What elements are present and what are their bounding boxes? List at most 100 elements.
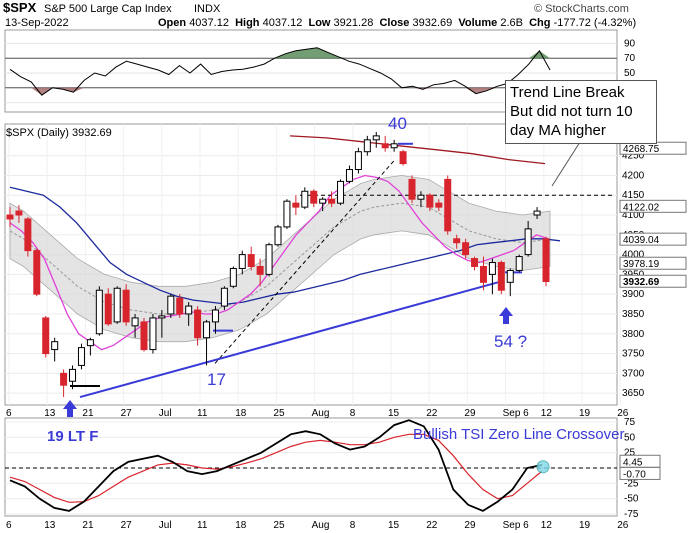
candle-body [104,293,112,325]
tsi-x-tick-label: Sep 6 [503,520,530,531]
price-marker-label: 3978.19 [623,259,660,270]
date-label: 13-Sep-2022 [5,17,69,29]
tsi-tick-label: -50 [624,494,639,505]
price-tick-label: 3650 [622,388,645,399]
candle-body [515,256,523,271]
tsi-marker-box [619,466,661,480]
tsi-tick-label: 25 [624,448,636,459]
trend-break-callout: Trend Line Break But did not turn 10 day… [505,80,657,144]
ma-10-line [9,174,549,351]
price-marker-box [619,274,687,288]
candle-body [247,254,255,267]
rising-dashed-trend [214,159,396,364]
candle-body [319,198,327,204]
price-x-tick-label: 26 [617,408,629,419]
price-marker-label: 3932.69 [623,277,660,288]
candle-body [51,341,59,351]
candle-body [354,151,362,171]
ma-200-line [289,135,546,165]
price-x-tick-label: Aug [312,408,330,419]
candle-body [238,254,246,269]
price-tick-label: 3700 [622,368,645,379]
price-tick-label: 4200 [622,170,645,181]
oscillator-tick-label: 70 [624,53,636,64]
candle-body [158,315,166,319]
candle-body [256,265,264,275]
price-x-tick-label: Sep 6 [503,408,530,419]
candle-body [328,198,336,204]
band-midline [9,202,551,315]
tsi-x-tick-label: Aug [312,520,330,531]
candle-body [345,169,353,182]
price-x-tick-label: 25 [273,408,285,419]
candle-body [372,135,380,141]
low-annotation: 17 [207,370,226,389]
tsi-annotation: Bullish TSI Zero Line Crossover [413,426,625,443]
price-x-tick-label: 27 [121,408,133,419]
price-x-tick-label: 15 [388,408,400,419]
price-marker-box [619,232,687,246]
price-marker-label: 4039.04 [623,235,660,246]
candle-body [211,309,219,323]
candle-body [533,210,541,216]
ohlc-readout: Open 4037.12 High 4037.12 Low 3921.28 Cl… [158,17,637,29]
candle-body [42,317,50,355]
price-tick-label: 3850 [622,309,645,320]
tsi-tick-label: -25 [624,478,639,489]
index-name: S&P 500 Large Cap Index [44,3,172,15]
candle-body [274,226,282,246]
price-x-tick-label: 18 [235,408,247,419]
tsi-tick-label: 75 [624,417,636,428]
candle-body [524,228,532,256]
price-x-tick-label: 22 [426,408,438,419]
price-tick-label: 3750 [622,349,645,360]
candle-body [176,297,184,315]
candle-body [399,151,407,165]
candle-body [15,210,23,216]
candle-body [86,339,94,347]
price-panel-label: $SPX (Daily) 3932.69 [6,127,112,139]
price-x-tick-label: 12 [541,408,553,419]
candle-body [283,200,291,228]
price-tick-label: 3800 [622,329,645,340]
price-x-tick-label: 21 [82,408,94,419]
tsi-x-tick-label: 21 [82,520,94,531]
tsi-x-tick-label: 11 [197,520,208,531]
candle-body [194,309,202,339]
candle-body [506,269,514,283]
price-x-tick-label: 6 [6,408,12,419]
candle-body [471,258,479,267]
tsi-x-tick-label: 8 [350,520,356,531]
peak-annotation: 40 [388,114,407,133]
price-x-tick-label: 29 [464,408,476,419]
price-tick-label: 4150 [622,190,645,201]
candle-body [77,347,85,366]
price-marker-label: 4122.02 [623,202,660,213]
price-tick-label: 3900 [622,289,645,300]
candle-body [149,317,157,351]
candle-body [488,262,496,275]
candle-body [131,317,139,327]
price-x-tick-label: 19 [579,408,591,419]
tsi-x-tick-label: 27 [121,520,133,531]
bottom-annotation: 54 ? [494,332,528,351]
candle-body [6,214,14,220]
bollinger-band [9,175,551,343]
candle-body [479,265,487,283]
tsi-x-tick-label: 26 [617,520,629,531]
price-x-tick-label: 13 [44,408,56,419]
candle-body [185,305,193,315]
tsi-marker-label: 4.45 [623,457,643,468]
candle-body [33,250,41,295]
candle-body [301,190,309,208]
candle-body [363,139,371,153]
exchange-label: INDX [194,3,221,15]
tsi-marker-label: -0.70 [623,469,646,480]
tsi-panel-frame [4,417,618,517]
candle-body [426,194,434,208]
tsi-x-tick-label: 29 [464,520,476,531]
up-arrow [499,307,513,324]
tsi-line [9,419,543,512]
price-tick-label: 4250 [622,151,645,162]
